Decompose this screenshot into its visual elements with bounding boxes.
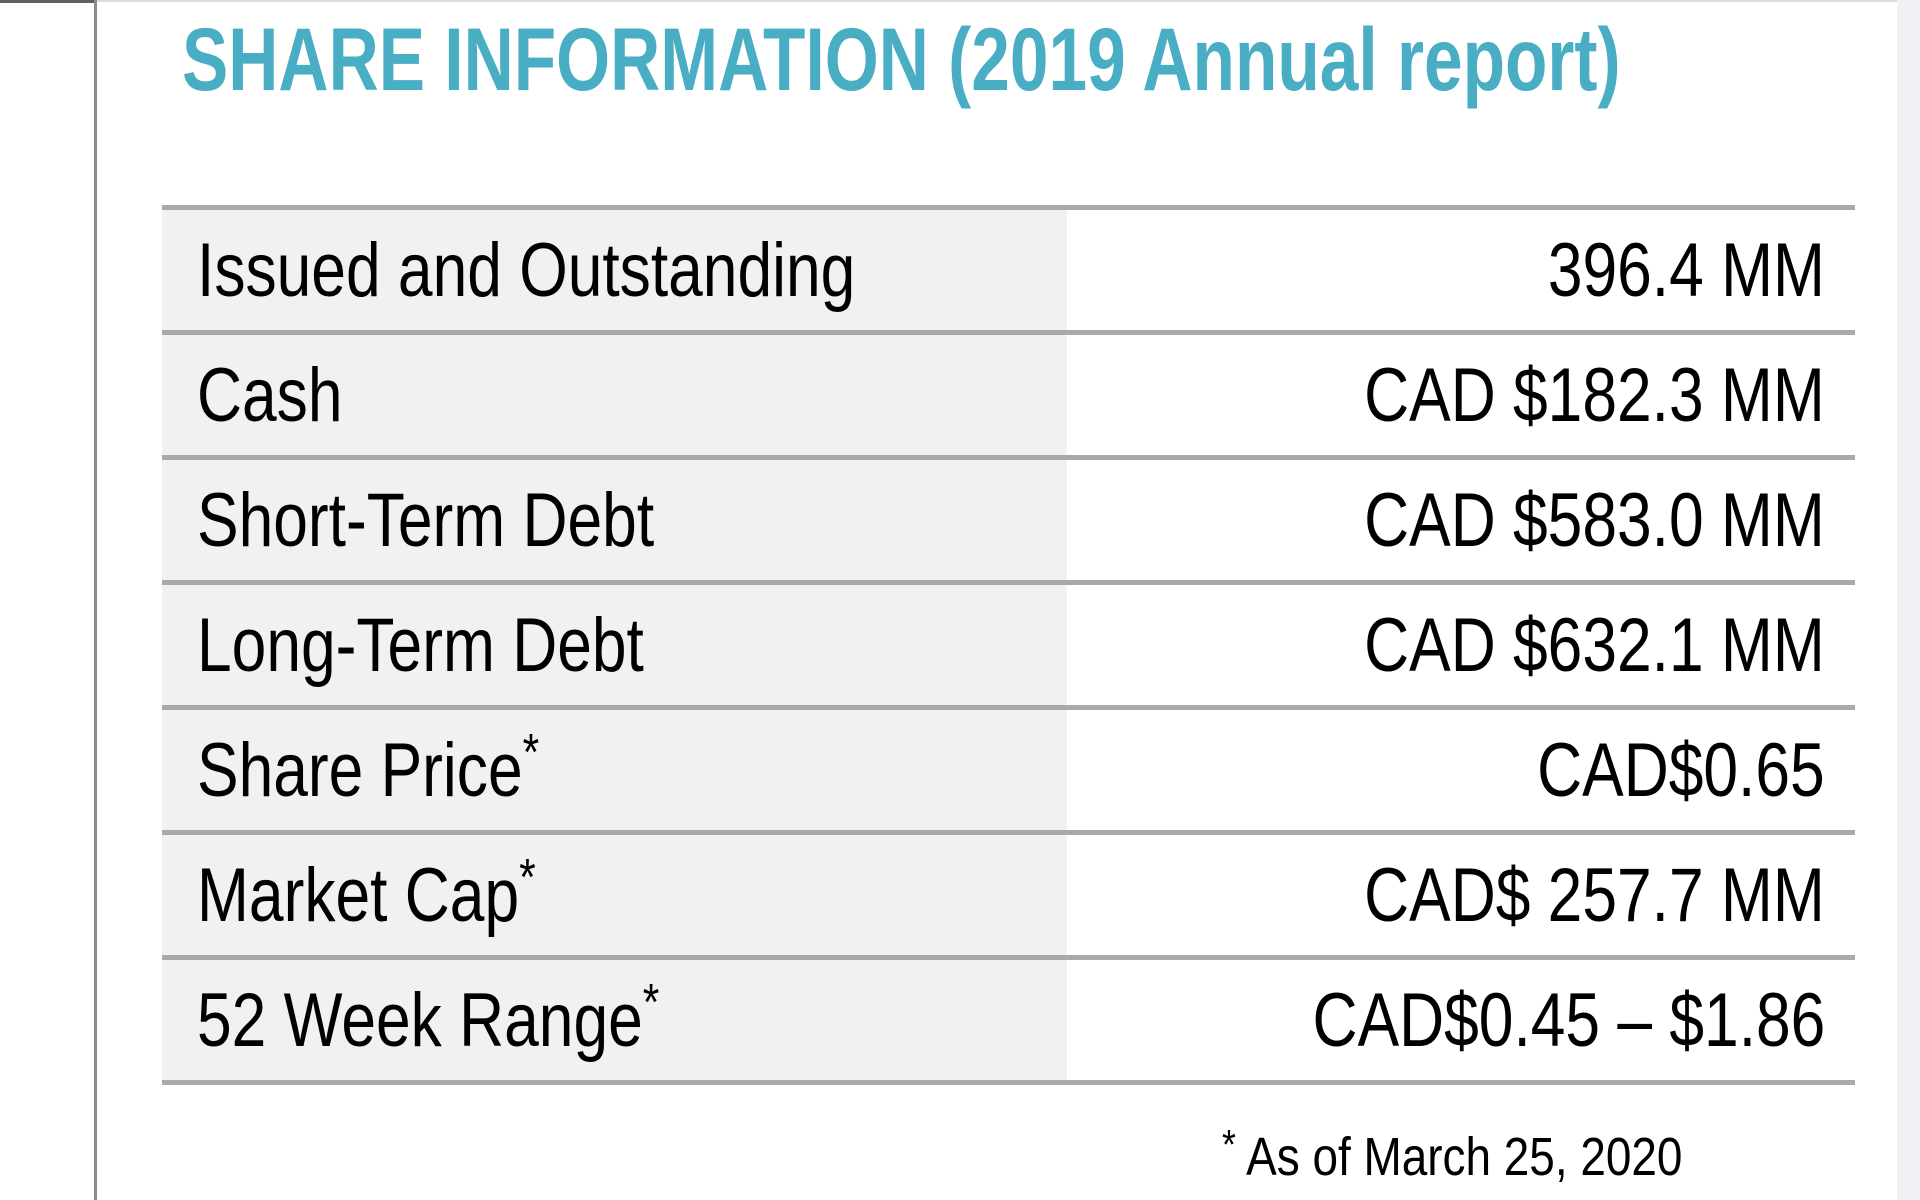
label-asterisk: * [522, 723, 540, 782]
row-label-text-wrap: 52 Week Range* [197, 977, 659, 1064]
row-label-text-wrap: Market Cap* [197, 852, 536, 939]
table-row: Cash CAD $182.3 MM [162, 330, 1855, 455]
left-margin-line [94, 0, 97, 1200]
row-label-text-wrap: Short-Term Debt [197, 477, 654, 564]
table-row: Market Cap* CAD$ 257.7 MM [162, 830, 1855, 955]
footnote-text: As of March 25, 2020 [1246, 1127, 1683, 1187]
row-value: CAD$0.65 [1537, 727, 1825, 813]
table-row: Issued and Outstanding 396.4 MM [162, 205, 1855, 330]
row-label-text-wrap: Share Price* [197, 727, 539, 814]
row-value-cell: CAD$ 257.7 MM [1067, 835, 1855, 955]
table-row: Short-Term Debt CAD $583.0 MM [162, 455, 1855, 580]
row-label: Short-Term Debt [197, 477, 655, 563]
row-value-cell: CAD$0.65 [1067, 710, 1855, 830]
row-label-text-wrap: Long-Term Debt [197, 602, 644, 689]
label-asterisk: * [519, 848, 536, 907]
top-edge-dark-segment [0, 0, 96, 3]
row-label-cell: 52 Week Range* [162, 960, 1067, 1080]
table-row: Long-Term Debt CAD $632.1 MM [162, 580, 1855, 705]
row-value: CAD$0.45 – $1.86 [1312, 977, 1825, 1063]
label-asterisk: * [642, 973, 660, 1032]
row-value-cell: CAD$0.45 – $1.86 [1067, 960, 1855, 1080]
table-row: 52 Week Range* CAD$0.45 – $1.86 [162, 955, 1855, 1080]
footnote: * As of March 25, 2020 [1222, 1124, 1764, 1188]
row-label: Long-Term Debt [197, 602, 644, 688]
page-title: SHARE INFORMATION (2019 Annual report) [182, 9, 1621, 109]
row-value-cell: 396.4 MM [1067, 210, 1855, 330]
row-label-cell: Long-Term Debt [162, 585, 1067, 705]
row-label: Cash [197, 352, 343, 438]
row-label-cell: Market Cap* [162, 835, 1067, 955]
row-label: Issued and Outstanding [197, 227, 856, 313]
table-row: Share Price* CAD$0.65 [162, 705, 1855, 830]
row-label: 52 Week Range [197, 977, 643, 1063]
row-label-cell: Issued and Outstanding [162, 210, 1067, 330]
row-value-cell: CAD $632.1 MM [1067, 585, 1855, 705]
row-value: CAD $632.1 MM [1364, 602, 1825, 688]
row-value: CAD $583.0 MM [1364, 477, 1825, 563]
footnote-text-wrap: * As of March 25, 2020 [1222, 1124, 1683, 1188]
right-margin-strip [1897, 0, 1920, 1200]
row-value: CAD $182.3 MM [1364, 352, 1825, 438]
share-information-table: Issued and Outstanding 396.4 MM Cash CAD $1… [162, 205, 1855, 1085]
row-label-text-wrap: Issued and Outstanding [197, 227, 855, 314]
footnote-asterisk-marker: * [1222, 1121, 1236, 1168]
row-label: Market Cap [197, 852, 520, 938]
row-value-cell: CAD $182.3 MM [1067, 335, 1855, 455]
row-label-cell: Cash [162, 335, 1067, 455]
top-edge-line [0, 0, 1920, 2]
row-label-cell: Share Price* [162, 710, 1067, 830]
row-value-cell: CAD $583.0 MM [1067, 460, 1855, 580]
row-value: CAD$ 257.7 MM [1364, 852, 1825, 938]
row-label-cell: Short-Term Debt [162, 460, 1067, 580]
row-value: 396.4 MM [1547, 227, 1825, 313]
row-label-text-wrap: Cash [197, 352, 342, 439]
row-label: Share Price [197, 727, 523, 813]
